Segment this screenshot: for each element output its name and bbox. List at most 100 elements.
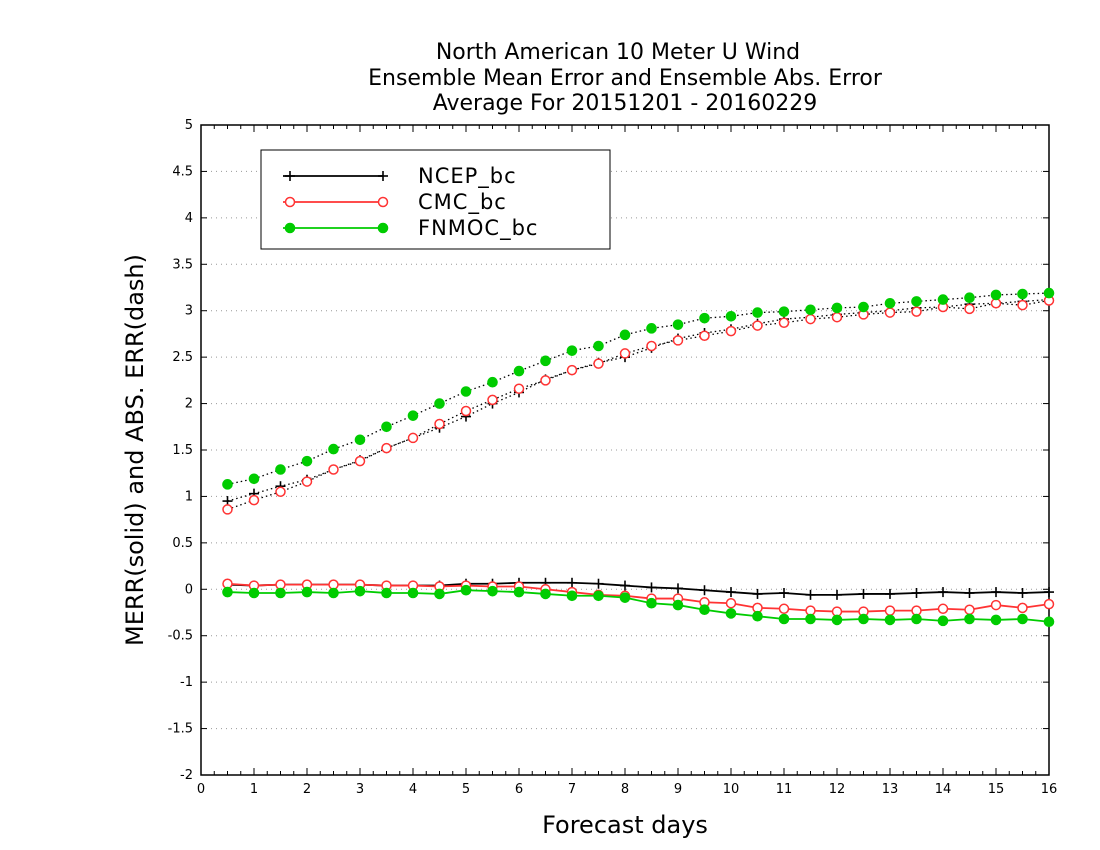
gridlines <box>201 170 1049 730</box>
fnmoc-bc-merr-point <box>937 615 949 627</box>
cmc-bc-abs-err-point <box>381 442 392 454</box>
cmc-bc-abs-err-point <box>222 504 233 515</box>
fnmoc-bc-abs-err-point <box>672 319 684 330</box>
y-tick-label: -2 <box>180 768 193 783</box>
fnmoc-bc-abs-err-point <box>1043 287 1055 299</box>
fnmoc-bc-abs-err-point <box>434 398 445 409</box>
cmc-bc-merr-point <box>1017 602 1028 614</box>
x-tick-label: 9 <box>674 782 682 797</box>
x-tick-label: 1 <box>250 782 258 797</box>
fnmoc-bc-merr-point <box>381 587 392 599</box>
fnmoc-bc-merr-point <box>699 604 710 616</box>
fnmoc-bc-abs-err-point <box>593 340 604 352</box>
chart-title-line-1: North American 10 Meter U Wind <box>436 40 800 65</box>
fnmoc-bc-merr-point <box>831 614 843 626</box>
y-axis-label: MERR(solid) and ABS. ERR(dash) <box>121 254 149 646</box>
y-tick-label: 4 <box>185 211 193 226</box>
y-tick-label: 3.5 <box>172 257 193 272</box>
ncep-bc-merr-point <box>646 582 657 593</box>
y-tick-label: -0.5 <box>168 629 193 644</box>
fnmoc-bc-abs-err-point <box>487 376 498 388</box>
fnmoc-bc-abs-err-point <box>381 421 392 433</box>
cmc-bc-abs-err-point <box>275 486 286 498</box>
cmc-bc-abs-err-point <box>964 303 975 315</box>
fnmoc-bc-abs-err-point <box>990 289 1002 301</box>
y-tick-label: 4.5 <box>172 164 193 179</box>
fnmoc-bc-abs-err-point <box>937 294 949 305</box>
x-tick-label: 7 <box>568 782 576 797</box>
fnmoc-bc-merr-point <box>1017 613 1028 625</box>
x-tick-label: 15 <box>988 782 1005 797</box>
cmc-bc-abs-err-point <box>699 330 710 342</box>
fnmoc-bc-merr-point <box>805 613 816 625</box>
x-axis-label: Forecast days <box>542 811 708 839</box>
x-tick-label: 5 <box>462 782 470 797</box>
fnmoc-bc-merr-point <box>248 587 260 599</box>
fnmoc-bc-merr-point <box>566 590 578 602</box>
fnmoc-bc-abs-err-point <box>513 365 525 377</box>
fnmoc-bc-abs-err-point <box>301 455 313 467</box>
ncep-bc-merr-point <box>567 577 577 588</box>
ncep-bc-merr-point <box>673 583 683 594</box>
fnmoc-bc-merr-point <box>593 590 604 602</box>
fnmoc-bc-merr-point <box>301 586 313 598</box>
ncep-bc-merr-point <box>991 587 1001 598</box>
cmc-bc-abs-err-point <box>725 325 737 337</box>
fnmoc-bc-abs-err-point <box>540 355 551 367</box>
fnmoc-bc-merr-point <box>487 585 498 597</box>
cmc-bc-abs-err-point <box>301 476 313 487</box>
cmc-bc-abs-err-point <box>778 317 790 329</box>
cmc-bc-abs-err-point <box>434 418 445 430</box>
y-tick-label: 2.5 <box>172 350 193 365</box>
legend-marker-cmc-bc <box>284 196 296 208</box>
ncep-bc-merr-point <box>779 588 789 598</box>
ncep-bc-merr-point <box>858 588 869 599</box>
legend-label-ncep-bc: NCEP_bc <box>418 164 517 189</box>
cmc-bc-abs-err-point <box>248 494 260 506</box>
fnmoc-bc-abs-err-point <box>407 410 419 421</box>
x-tick-label: 14 <box>935 782 952 797</box>
ncep-bc-merr-point <box>885 588 895 599</box>
ncep-bc-merr-point <box>752 588 763 599</box>
fnmoc-bc-merr-point <box>328 587 339 599</box>
cmc-bc-abs-err-line <box>227 299 1050 511</box>
cmc-bc-abs-err-point <box>540 375 551 386</box>
cmc-bc-merr-line <box>227 582 1050 613</box>
fnmoc-bc-abs-err-point <box>460 386 472 397</box>
fnmoc-bc-merr-point <box>858 613 869 625</box>
cmc-bc-abs-err-point <box>752 320 763 331</box>
x-tick-label: 12 <box>829 782 846 797</box>
legend-marker-fnmoc-bc <box>377 222 389 234</box>
cmc-bc-merr-point <box>1043 598 1055 610</box>
cmc-bc-abs-err-point <box>407 432 419 444</box>
series-lines <box>222 287 1055 628</box>
fnmoc-bc-merr-point <box>911 613 922 625</box>
ncep-bc-merr-point <box>1044 587 1054 598</box>
fnmoc-bc-merr-point <box>884 614 896 626</box>
fnmoc-bc-merr-point <box>354 585 366 597</box>
legend-label-cmc-bc: CMC_bc <box>418 190 507 215</box>
fnmoc-bc-abs-err-point <box>646 323 657 334</box>
fnmoc-bc-merr-point <box>407 587 419 599</box>
cmc-bc-abs-err-point <box>805 313 816 325</box>
ncep-bc-merr-point <box>964 588 975 598</box>
cmc-bc-merr-point <box>778 603 790 615</box>
cmc-bc-abs-err-point <box>884 307 896 318</box>
cmc-bc-abs-err-point <box>646 340 657 352</box>
legend-marker-ncep-bc <box>378 171 388 181</box>
fnmoc-bc-abs-err-point <box>328 443 339 455</box>
y-tick-label: 1.5 <box>172 443 193 458</box>
fnmoc-bc-merr-point <box>460 584 472 596</box>
fnmoc-bc-abs-err-point <box>858 301 869 313</box>
x-tick-label: 2 <box>303 782 311 797</box>
fnmoc-bc-abs-err-point <box>275 464 286 475</box>
x-tick-label: 8 <box>621 782 629 797</box>
y-tick-label: -1 <box>180 675 193 690</box>
cmc-bc-merr-point <box>990 599 1002 611</box>
cmc-bc-abs-err-point <box>487 394 498 406</box>
fnmoc-bc-merr-point <box>540 588 551 600</box>
cmc-bc-abs-err-point <box>672 335 684 346</box>
cmc-bc-abs-err-point <box>566 364 578 376</box>
legend-box <box>260 149 611 250</box>
fnmoc-bc-merr-point <box>725 608 737 619</box>
